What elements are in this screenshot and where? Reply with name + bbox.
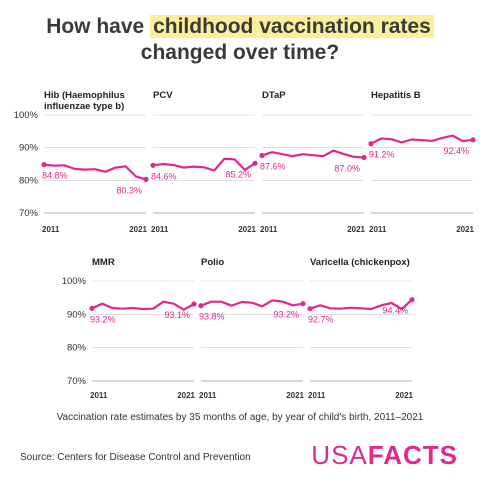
- panel-title: Polio: [201, 257, 224, 268]
- y-tick-label: 90%: [19, 143, 39, 154]
- x-tick-label: 2021: [286, 391, 304, 400]
- end-value-label: 85.2%: [225, 169, 251, 179]
- x-tick-label: 2011: [151, 225, 169, 234]
- title-after: changed over time?: [140, 41, 340, 64]
- end-point: [300, 301, 306, 307]
- end-value-label: 80.3%: [116, 185, 142, 195]
- start-value-label: 93.8%: [199, 312, 225, 322]
- x-tick-label: 2021: [347, 225, 365, 234]
- logo-part1: USA: [311, 440, 368, 470]
- end-value-label: 87.0%: [334, 163, 360, 173]
- end-point: [143, 176, 149, 182]
- series-line: [370, 134, 474, 145]
- start-point: [307, 306, 313, 312]
- start-point: [89, 305, 95, 311]
- series-line: [261, 149, 365, 159]
- series-line: [152, 157, 256, 172]
- start-value-label: 87.6%: [260, 162, 286, 172]
- start-value-label: 93.2%: [90, 314, 116, 324]
- logo-part2: FACTS: [367, 440, 458, 470]
- end-value-label: 94.4%: [382, 306, 408, 316]
- title-before: How have: [46, 15, 151, 38]
- x-tick-label: 2011: [369, 225, 387, 234]
- panel-title: MMR: [92, 257, 115, 268]
- x-tick-label: 2021: [129, 225, 147, 234]
- start-value-label: 91.2%: [369, 150, 395, 160]
- y-tick-label: 70%: [19, 208, 39, 219]
- y-tick-label: 90%: [67, 309, 87, 320]
- end-value-label: 92.4%: [443, 146, 469, 156]
- title-highlight: childhood vaccination rates: [150, 15, 434, 38]
- panel-title: Varicella (chickenpox): [310, 257, 410, 268]
- start-point: [150, 162, 156, 168]
- start-value-label: 92.7%: [308, 315, 334, 325]
- series-line: [43, 163, 147, 181]
- end-point: [191, 301, 197, 307]
- start-point: [259, 152, 265, 159]
- end-value-label: 93.1%: [164, 310, 190, 320]
- y-tick-label: 100%: [14, 110, 39, 121]
- start-value-label: 84.6%: [151, 171, 177, 181]
- x-tick-label: 2021: [238, 225, 256, 234]
- start-point: [41, 162, 47, 168]
- end-point: [470, 137, 476, 143]
- series-line: [309, 298, 413, 311]
- x-tick-label: 2011: [90, 391, 108, 400]
- series-line: [200, 299, 304, 308]
- y-tick-label: 100%: [62, 276, 87, 287]
- end-value-label: 93.2%: [273, 310, 299, 320]
- start-point: [198, 303, 204, 309]
- y-tick-label: 80%: [19, 175, 39, 186]
- chart-subtitle: Vaccination rate estimates by 35 months …: [56, 412, 424, 423]
- end-point: [361, 154, 367, 161]
- usafacts-logo: USAFACTS: [311, 440, 458, 471]
- x-tick-label: 2011: [308, 391, 326, 400]
- chart-title: How have childhood vaccination rates cha…: [0, 14, 480, 66]
- end-point: [409, 297, 415, 303]
- panel-title: PCV: [153, 90, 173, 101]
- series-line: [91, 300, 195, 311]
- y-tick-label: 70%: [67, 376, 87, 387]
- x-tick-label: 2011: [199, 391, 217, 400]
- start-value-label: 84.8%: [42, 171, 68, 181]
- start-point: [368, 141, 374, 147]
- x-tick-label: 2021: [456, 225, 474, 234]
- x-tick-label: 2021: [395, 391, 413, 400]
- x-tick-label: 2011: [260, 225, 278, 234]
- y-tick-label: 80%: [67, 343, 87, 354]
- panel-title: Hib (Haemophilus influenzae type b): [44, 90, 125, 112]
- x-tick-label: 2011: [42, 225, 60, 234]
- end-point: [252, 160, 258, 166]
- x-tick-label: 2021: [177, 391, 195, 400]
- source-note: Source: Centers for Disease Control and …: [20, 452, 251, 463]
- panel-title: Hepatitis B: [371, 90, 421, 101]
- panel-title: DTaP: [262, 90, 286, 101]
